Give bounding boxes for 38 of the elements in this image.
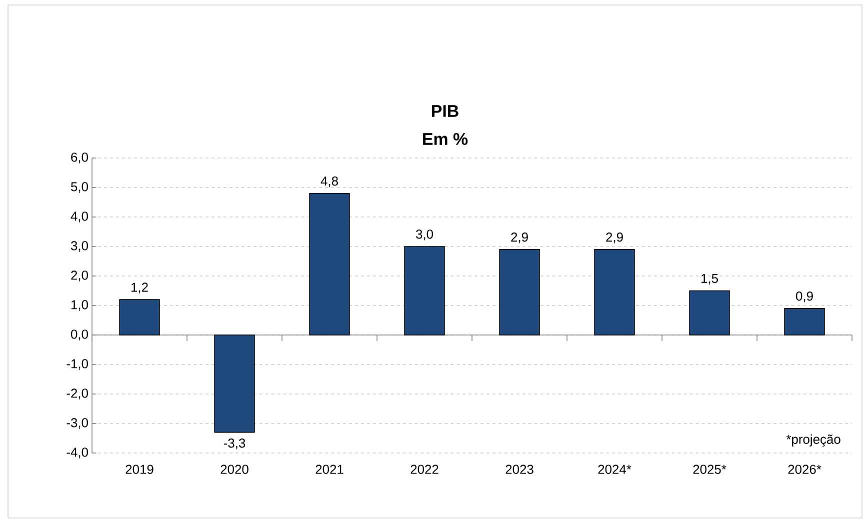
y-tick-label: 6,0 — [71, 152, 88, 164]
x-tick-label: 2019 — [126, 464, 154, 474]
data-label: 2,9 — [511, 232, 528, 244]
bar — [214, 334, 255, 433]
x-tick-label: 2020 — [220, 464, 248, 474]
bar — [119, 299, 160, 336]
chart-title: PIB — [432, 105, 458, 117]
y-tick-label: -2,0 — [66, 388, 88, 400]
x-tick-label: 2025* — [693, 464, 726, 474]
y-tick-label: -4,0 — [66, 448, 88, 458]
data-label: 4,8 — [320, 176, 338, 188]
bar — [594, 249, 635, 336]
bar — [499, 249, 540, 336]
data-label: -3,3 — [224, 438, 246, 450]
y-tick-label: 0,0 — [70, 330, 88, 340]
y-tick-label: 4,0 — [70, 212, 88, 222]
x-tick-label: 2024* — [598, 464, 632, 474]
data-label: 1,2 — [131, 282, 148, 294]
x-tick-label: 2023 — [506, 464, 534, 474]
y-tick-label: 1,0 — [71, 300, 88, 311]
x-tick-label: 2021 — [316, 464, 344, 474]
bar — [784, 308, 825, 336]
data-label: 3,0 — [416, 230, 434, 240]
data-label: 0,9 — [796, 292, 813, 302]
bar — [309, 192, 350, 336]
y-tick-label: -3,0 — [66, 418, 88, 429]
annotation: *projeção — [786, 434, 840, 447]
data-label: 1,5 — [701, 274, 718, 285]
chart-subtitle: Em % — [423, 133, 468, 145]
y-tick-label: 5,0 — [71, 182, 88, 193]
bar — [404, 246, 445, 336]
y-tick-label: 3,0 — [70, 241, 88, 252]
x-tick-label: 2022 — [410, 464, 438, 474]
y-tick-label: -1,0 — [66, 359, 88, 370]
data-label: 2,9 — [606, 232, 623, 244]
x-tick-label: 2026* — [788, 464, 822, 474]
bar — [689, 290, 730, 336]
y-tick-label: 2,0 — [71, 270, 88, 282]
